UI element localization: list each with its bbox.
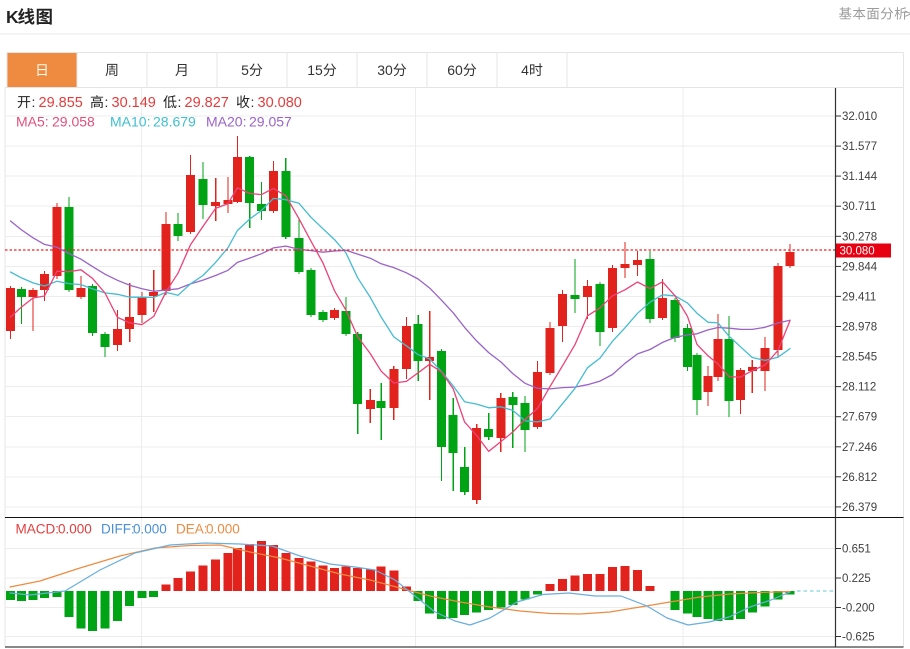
svg-text:29.411: 29.411 <box>842 291 876 303</box>
svg-text:MA20:: MA20: <box>206 114 246 130</box>
svg-text:29.855: 29.855 <box>39 95 83 111</box>
svg-text:MA5:: MA5: <box>16 114 49 130</box>
svg-text:27.246: 27.246 <box>842 442 877 454</box>
svg-text:29.057: 29.057 <box>249 114 292 130</box>
svg-text:30.149: 30.149 <box>112 95 156 111</box>
svg-text:29.844: 29.844 <box>842 261 878 273</box>
svg-text:30.080: 30.080 <box>840 246 875 258</box>
svg-text:DEA:: DEA: <box>176 522 208 537</box>
svg-text:27.679: 27.679 <box>842 412 877 424</box>
svg-text:5: 5 <box>241 62 249 78</box>
svg-text:30.711: 30.711 <box>842 201 876 213</box>
svg-text:26.379: 26.379 <box>842 502 877 514</box>
svg-text:15: 15 <box>307 62 323 78</box>
svg-text:30: 30 <box>377 62 393 78</box>
svg-text:28.978: 28.978 <box>842 322 877 334</box>
svg-text:0.651: 0.651 <box>842 544 871 556</box>
svg-text:32.010: 32.010 <box>842 111 877 123</box>
svg-text:30.080: 30.080 <box>258 95 302 111</box>
svg-text:0.225: 0.225 <box>842 573 871 585</box>
svg-text:0.000: 0.000 <box>133 522 167 537</box>
svg-text:>: > <box>904 6 910 21</box>
svg-text::: : <box>32 94 36 110</box>
svg-text:30.278: 30.278 <box>842 231 877 243</box>
svg-text:26.812: 26.812 <box>842 472 877 484</box>
svg-text:DIFF:: DIFF: <box>101 522 135 537</box>
svg-text:28.679: 28.679 <box>153 114 196 130</box>
svg-text:MA10:: MA10: <box>110 114 150 130</box>
svg-text:0.000: 0.000 <box>58 522 92 537</box>
svg-text:28.112: 28.112 <box>842 382 876 394</box>
svg-text:29.827: 29.827 <box>185 95 229 111</box>
svg-text::: : <box>105 94 109 110</box>
svg-text:-0.200: -0.200 <box>842 603 875 615</box>
svg-text:29.058: 29.058 <box>52 114 95 130</box>
svg-text:28.545: 28.545 <box>842 352 877 364</box>
svg-text:MACD:: MACD: <box>16 522 60 537</box>
svg-text:-0.625: -0.625 <box>842 632 875 644</box>
svg-text:K: K <box>6 7 19 27</box>
svg-text:4: 4 <box>521 62 529 78</box>
svg-text::: : <box>178 94 182 110</box>
svg-text:31.577: 31.577 <box>842 141 877 153</box>
svg-text:60: 60 <box>447 62 463 78</box>
svg-text:0.000: 0.000 <box>206 522 240 537</box>
svg-text:31.144: 31.144 <box>842 171 878 183</box>
svg-text::: : <box>251 94 255 110</box>
